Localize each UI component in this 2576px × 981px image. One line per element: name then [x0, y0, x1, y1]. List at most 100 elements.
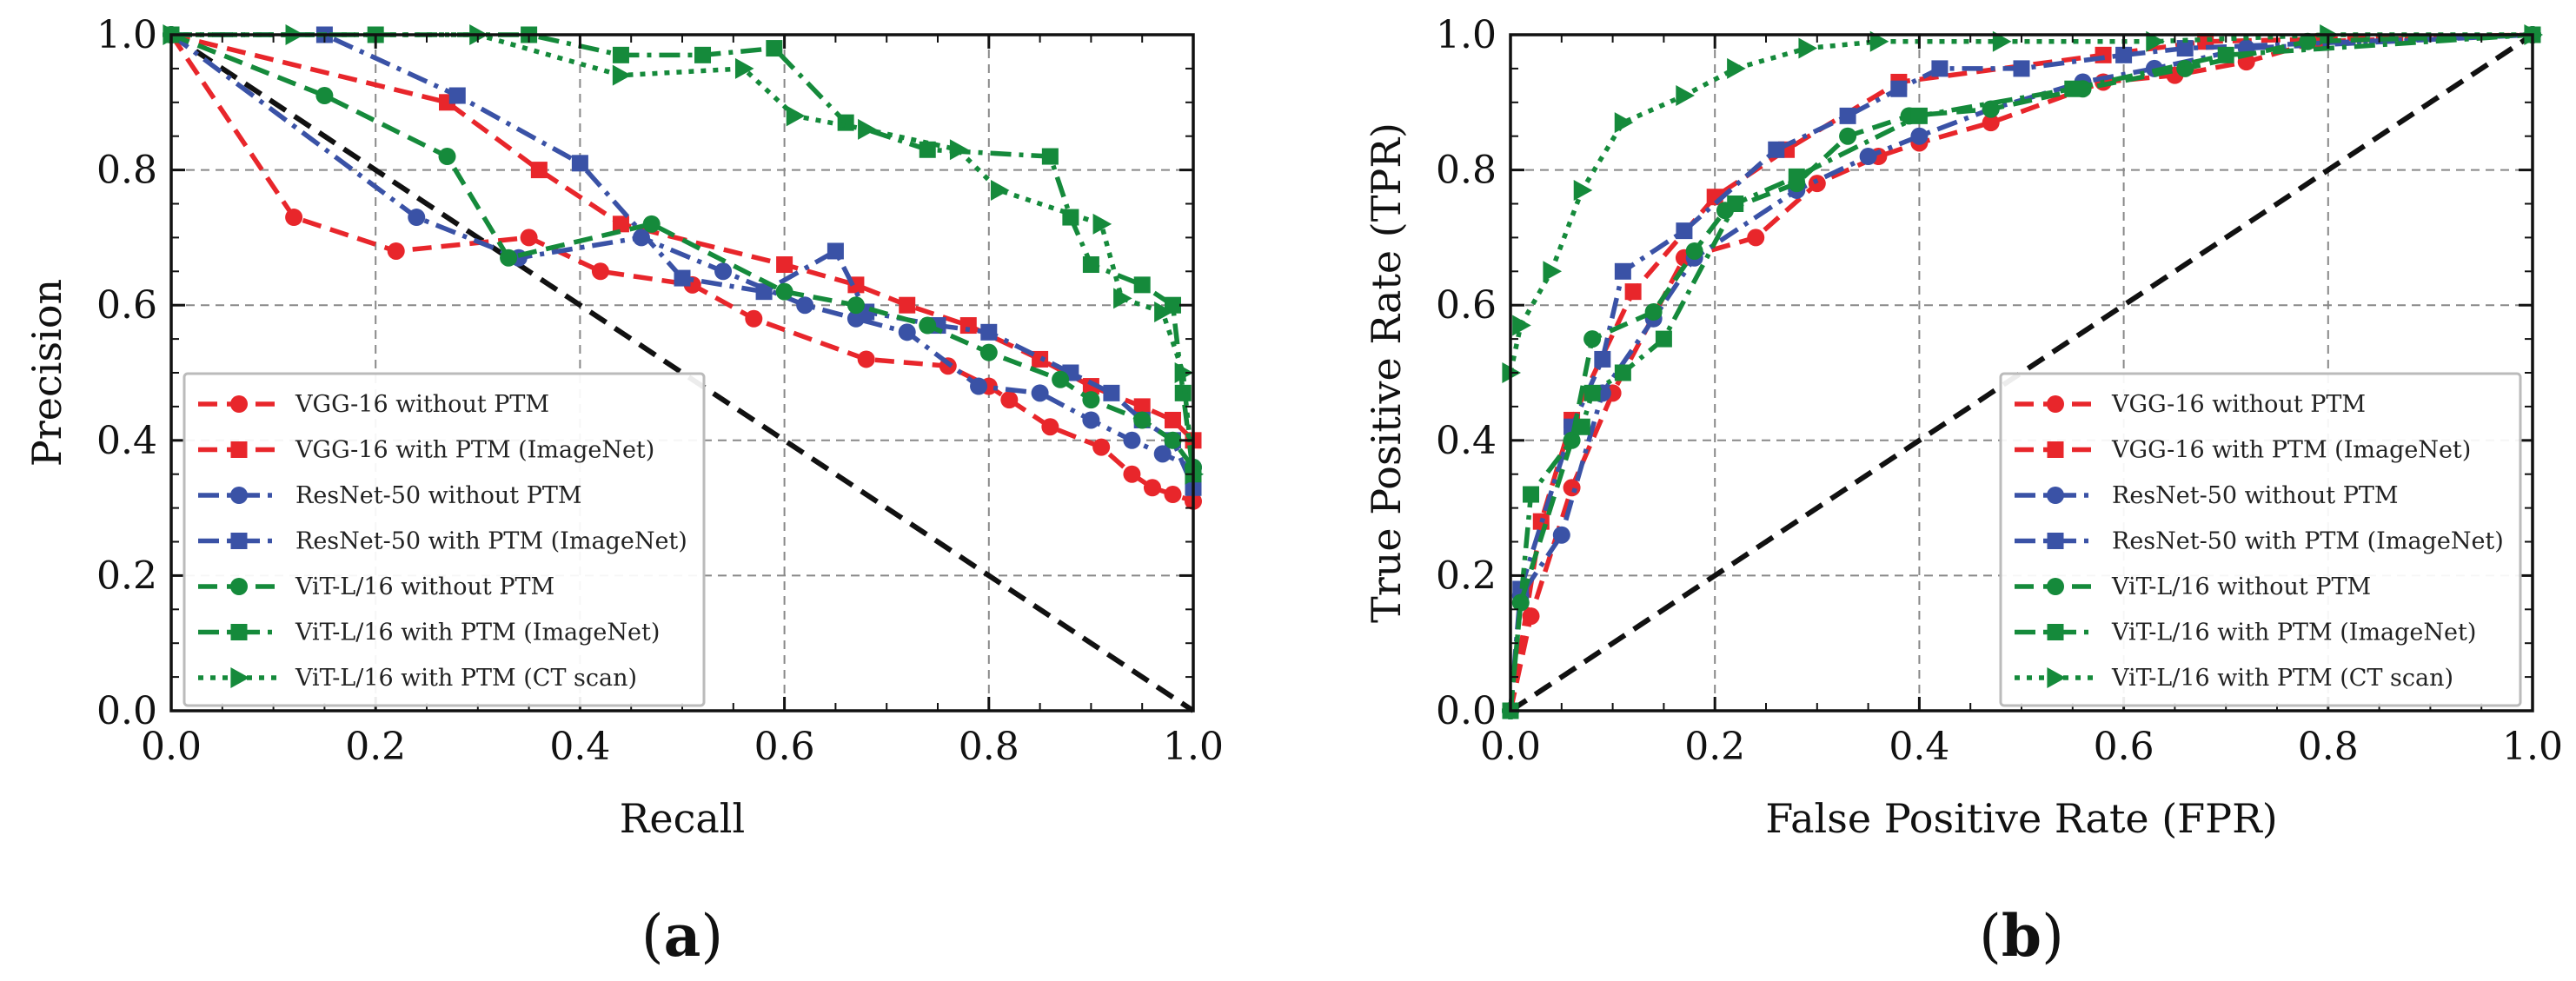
legend-marker [230, 487, 248, 504]
data-point [2176, 59, 2194, 77]
legend-marker [2047, 395, 2064, 413]
legend-marker [230, 667, 249, 688]
series-line [1508, 32, 2533, 374]
chart-panel-b: 0.0 0.2 0.4 0.6 0.8 1.0 0.0 0.2 0.4 0.6 0.8 1.0 Fals… [1363, 13, 2563, 970]
legend-box [183, 372, 706, 707]
y-tick-label: 0.4 [1436, 419, 1497, 463]
data-point [1164, 411, 1181, 428]
data-point [990, 179, 1010, 201]
data-point [2299, 32, 2317, 50]
data-point [1174, 362, 1194, 383]
series-line [169, 32, 1196, 469]
legend: VGG-16 without PTM VGG-16 with PTM (Image… [183, 372, 706, 707]
data-point [2064, 80, 2081, 97]
data-point [1523, 486, 1540, 503]
series-group [163, 24, 1204, 485]
data-point [612, 215, 629, 233]
x-axis-label: Recall [620, 795, 745, 842]
data-point [980, 323, 998, 341]
data-point [438, 148, 456, 166]
data-point [285, 209, 303, 227]
data-point [776, 256, 793, 274]
legend-label: VGG-16 with PTM (ImageNet) [295, 437, 654, 464]
legend-marker [2047, 578, 2064, 595]
legend-marker [2047, 441, 2064, 458]
chart-panel-a: 0.0 0.2 0.4 0.6 0.8 1.0 0.0 0.2 0.4 0.6 0.8 1.0 Reca… [23, 13, 1224, 970]
data-point [1788, 168, 1805, 185]
x-tick-label: 0.0 [141, 725, 202, 769]
legend-marker [230, 533, 248, 549]
series-line [1508, 32, 2533, 712]
data-point [1552, 526, 1570, 544]
data-point [714, 262, 733, 281]
legend-marker [2047, 667, 2066, 688]
data-point [1092, 213, 1112, 235]
series-group [163, 26, 1202, 483]
y-tick-label: 0.8 [1436, 149, 1497, 193]
legend-label: ResNet-50 without PTM [295, 482, 582, 509]
x-axis-label: False Positive Rate (FPR) [1765, 795, 2277, 842]
data-point [919, 316, 937, 335]
data-point [1910, 127, 1929, 145]
data-point [1768, 141, 1785, 158]
data-point [1676, 222, 1693, 240]
data-point [1133, 411, 1152, 429]
caption-close-paren: ) [2042, 903, 2064, 970]
data-point [2115, 46, 2133, 63]
legend-label: VGG-16 without PTM [295, 391, 549, 418]
data-point [1890, 80, 1908, 97]
data-point [1573, 418, 1590, 435]
data-point [1092, 438, 1111, 456]
legend-label: ViT-L/16 with PTM (ImageNet) [295, 620, 660, 646]
data-point [1685, 242, 1703, 260]
data-point [2013, 60, 2030, 77]
legend-label: ViT-L/16 with PTM (CT scan) [2111, 665, 2453, 692]
y-axis-label: Precision [23, 279, 70, 467]
x-tick-label: 0.6 [2094, 725, 2154, 769]
series-group [1502, 24, 2543, 383]
data-point [612, 46, 629, 63]
y-tick-label: 0.0 [96, 689, 157, 733]
data-point [1747, 229, 1765, 247]
x-tick-label: 0.4 [549, 725, 610, 769]
legend-label: VGG-16 without PTM [2111, 391, 2366, 418]
legend-marker [230, 441, 248, 458]
data-point [1573, 179, 1593, 201]
y-tick-label: 0.2 [96, 553, 157, 598]
data-point [1839, 127, 1857, 145]
data-point [448, 87, 466, 104]
caption-open-paren: ( [641, 903, 664, 970]
data-point [612, 64, 632, 86]
y-tick-label: 0.4 [96, 419, 157, 463]
data-point [1727, 57, 1746, 79]
data-point [796, 296, 814, 315]
data-point [775, 282, 793, 301]
data-point [1614, 262, 1631, 280]
data-point [1992, 30, 2012, 52]
data-point [1113, 288, 1132, 309]
data-point [1041, 148, 1059, 165]
data-point [734, 57, 754, 79]
data-point [1031, 384, 1049, 402]
legend-marker [230, 395, 248, 413]
data-point [1123, 465, 1141, 483]
data-point [1583, 330, 1602, 348]
data-point [530, 162, 548, 179]
data-point [632, 229, 650, 247]
data-point [1133, 398, 1151, 415]
y-tick-label: 0.6 [1436, 283, 1497, 328]
caption-letter: a [664, 902, 701, 970]
legend-label: ResNet-50 with PTM (ImageNet) [2112, 528, 2504, 555]
legend-marker [2047, 533, 2064, 549]
data-point [1103, 384, 1120, 401]
data-point [1082, 411, 1100, 429]
data-point [1143, 479, 1161, 497]
data-point [1594, 350, 1611, 368]
data-point [1614, 364, 1631, 381]
y-tick-label: 0.0 [1436, 689, 1497, 733]
data-point [898, 323, 916, 341]
data-point [1164, 431, 1182, 449]
data-point [387, 242, 405, 260]
data-point [1644, 302, 1663, 321]
